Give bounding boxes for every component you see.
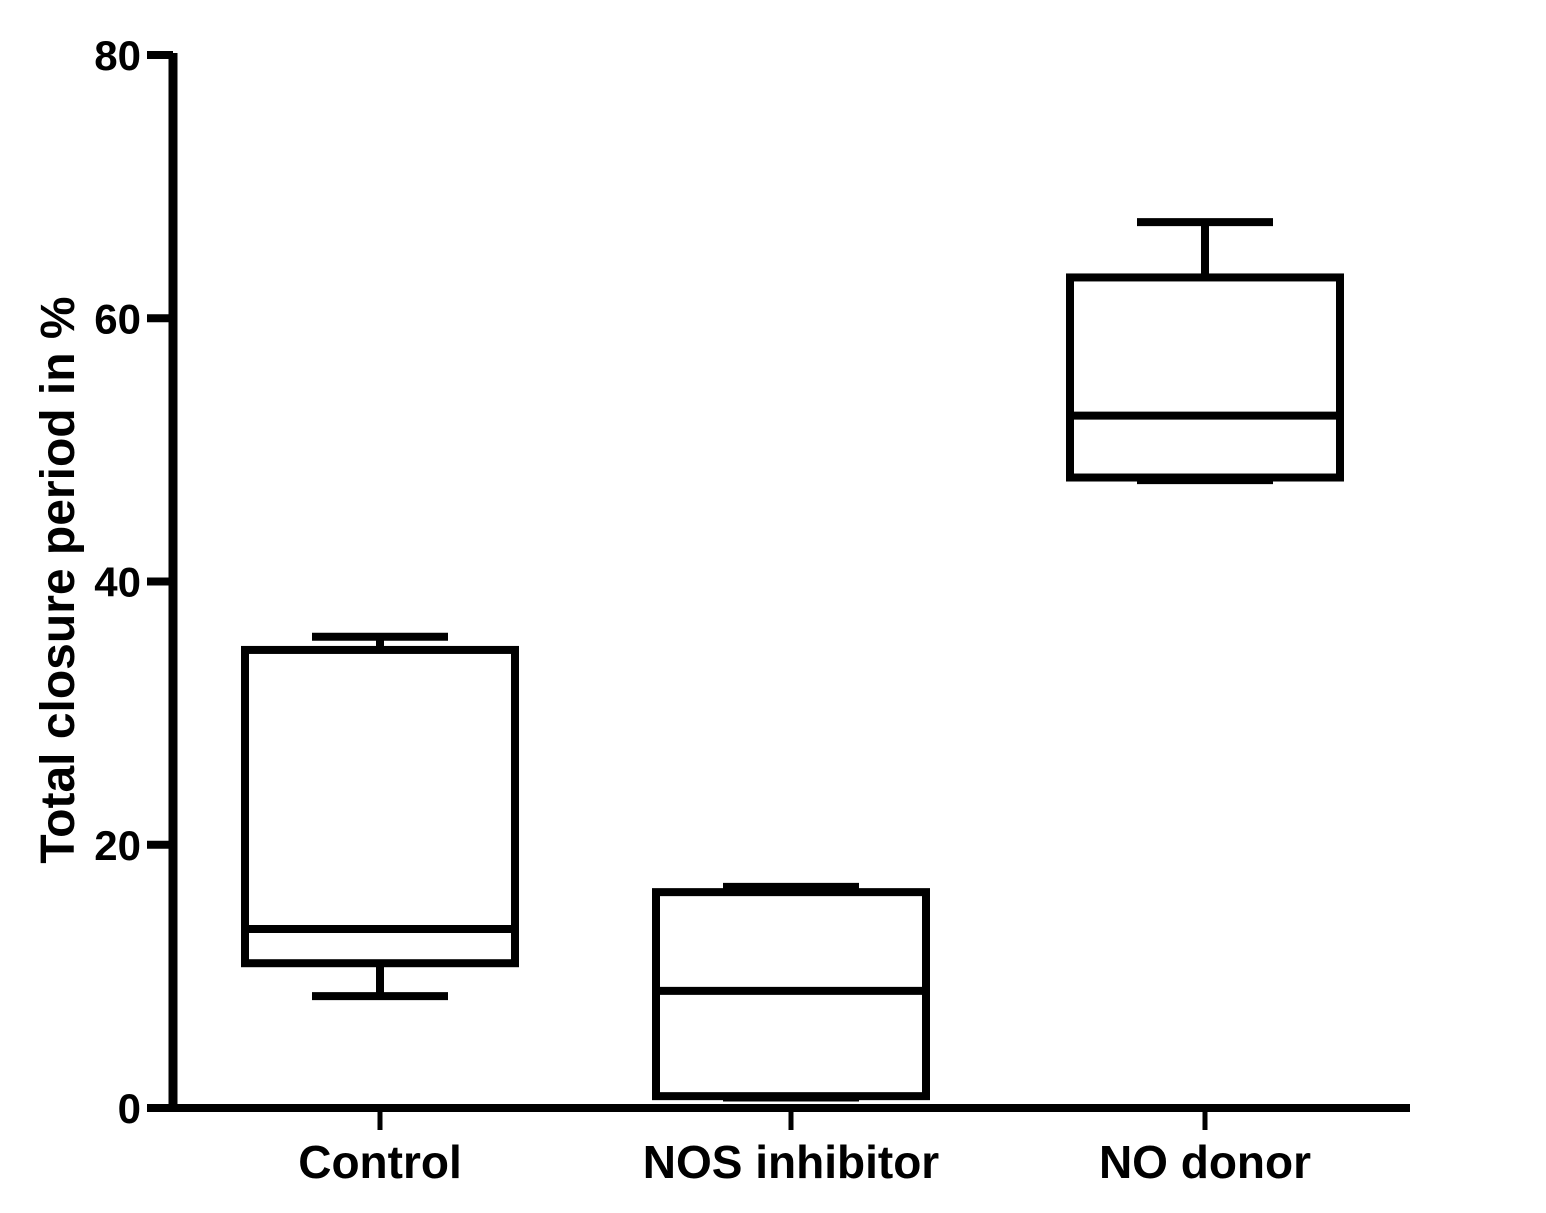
box-nos-inhibitor [652, 882, 930, 1102]
y-tick-label: 60 [94, 295, 141, 342]
x-category-label: NOS inhibitor [643, 1136, 940, 1188]
x-category-label: Control [298, 1136, 462, 1188]
y-axis: 0 20 40 60 80 [94, 32, 178, 1132]
y-axis-title: Total closure period in % [32, 296, 85, 863]
iqr-box [241, 645, 519, 968]
y-tick-label: 40 [94, 559, 141, 606]
box-no-donor [1066, 218, 1344, 485]
iqr-box [1066, 273, 1344, 482]
y-tick-label: 80 [94, 32, 141, 79]
x-category-label: NO donor [1099, 1136, 1311, 1188]
y-tick-label: 0 [118, 1085, 141, 1132]
y-tick-label: 20 [94, 822, 141, 869]
box-control [241, 632, 519, 1001]
x-axis: Control NOS inhibitor NO donor [169, 1104, 1410, 1188]
